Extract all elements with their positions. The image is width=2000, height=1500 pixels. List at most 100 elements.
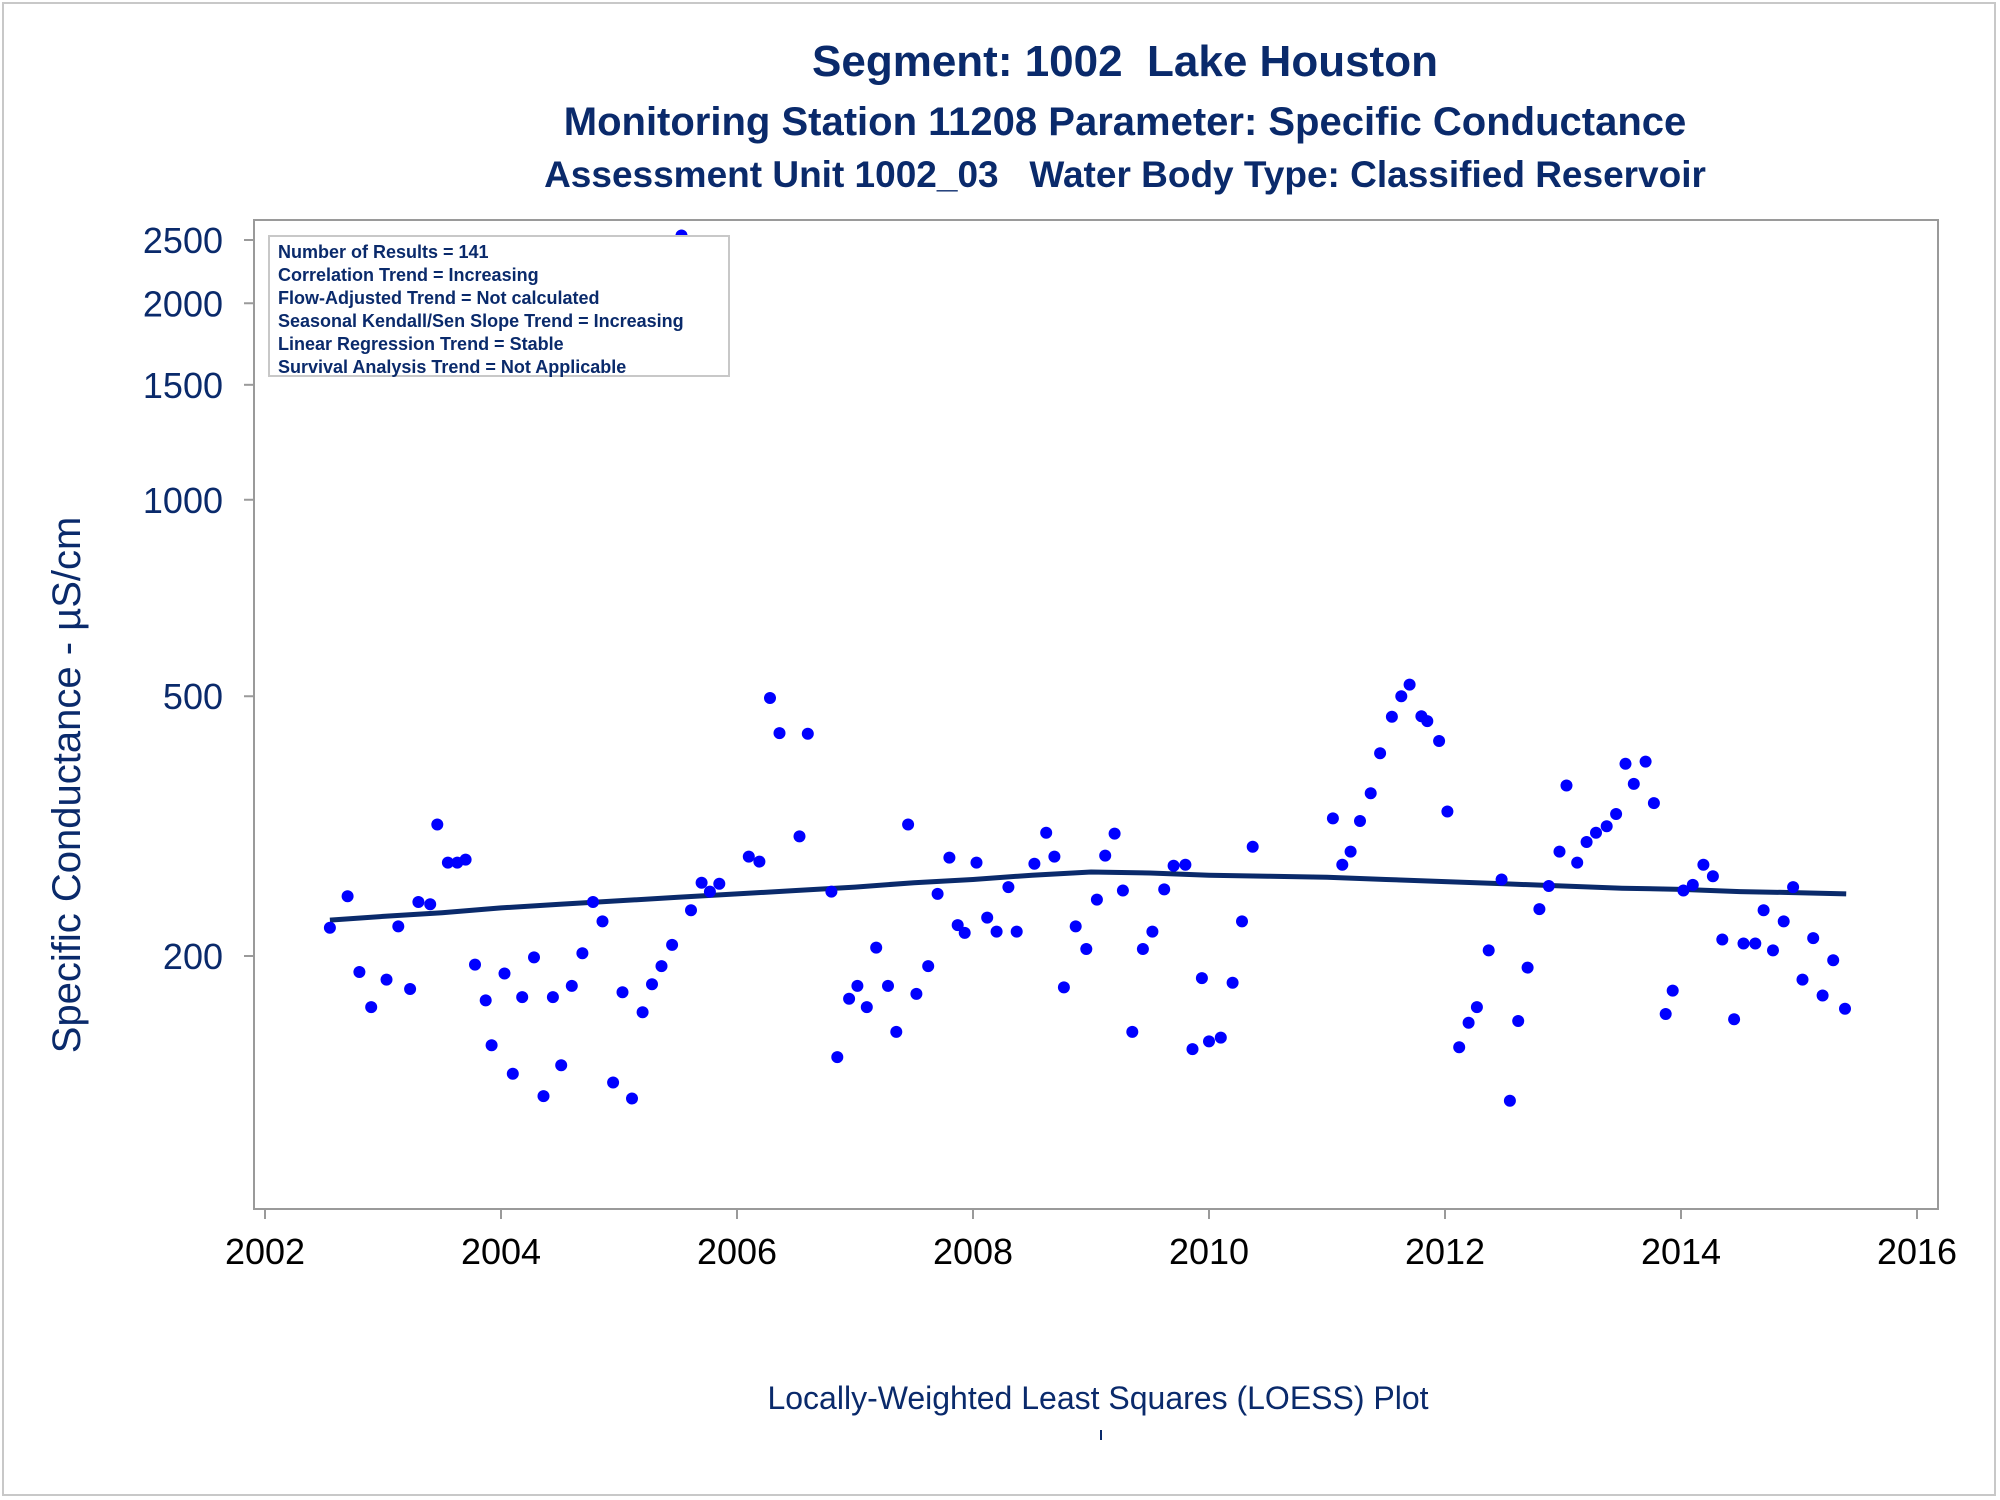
data-point: [555, 1059, 568, 1072]
data-point: [703, 885, 716, 898]
data-point: [1099, 849, 1112, 862]
data-point: [404, 983, 417, 995]
data-point: [1627, 777, 1640, 790]
data-point: [565, 979, 578, 992]
x-tick-label: 2012: [1405, 1231, 1485, 1272]
data-point: [1542, 880, 1555, 892]
data-point: [1048, 850, 1061, 863]
y-tick-label: 1500: [143, 365, 223, 406]
data-point: [1677, 884, 1690, 897]
data-point: [1647, 797, 1660, 810]
chart-title: Segment: 1002 Lake Houston: [812, 37, 1438, 86]
data-point: [646, 978, 658, 991]
stats-line: Linear Regression Trend = Stable: [278, 334, 564, 354]
data-point: [516, 991, 529, 1004]
data-point: [1706, 870, 1719, 883]
data-point: [380, 973, 393, 986]
data-point: [528, 951, 540, 964]
data-point: [1737, 937, 1750, 950]
data-point: [1470, 1001, 1483, 1014]
data-point: [1590, 826, 1602, 839]
data-point: [1395, 690, 1408, 703]
data-point: [1749, 937, 1762, 950]
data-point: [1441, 805, 1454, 818]
data-point: [1600, 820, 1613, 833]
x-tick-label: 2006: [697, 1231, 777, 1272]
y-tick-label: 500: [163, 676, 223, 717]
data-point: [1728, 1013, 1741, 1026]
data-point: [1403, 678, 1416, 691]
data-point: [1354, 815, 1366, 827]
data-point: [1619, 757, 1632, 770]
y-axis-label: Specific Conductance - µS/cm: [45, 517, 89, 1054]
data-point: [970, 856, 983, 869]
data-point: [1002, 881, 1015, 894]
data-point: [587, 896, 599, 908]
data-point: [1553, 845, 1566, 858]
data-point: [1777, 915, 1790, 928]
data-point: [1203, 1035, 1215, 1048]
data-point: [860, 1001, 873, 1014]
data-point: [843, 992, 856, 1005]
data-point: [882, 979, 894, 992]
stats-line: Flow-Adjusted Trend = Not calculated: [278, 288, 600, 308]
x-tick-label: 2014: [1641, 1231, 1721, 1272]
data-point: [1344, 845, 1357, 858]
data-point: [1116, 884, 1129, 897]
data-point: [931, 887, 944, 900]
data-point: [485, 1039, 498, 1052]
data-point: [922, 960, 935, 973]
data-point: [1580, 836, 1593, 848]
data-point: [1666, 984, 1679, 997]
data-point: [951, 919, 964, 932]
data-point: [626, 1092, 638, 1105]
data-point: [353, 966, 366, 978]
y-tick-label: 1000: [143, 480, 223, 521]
data-point: [1179, 858, 1192, 871]
data-point: [1697, 858, 1710, 871]
data-point: [1158, 883, 1171, 896]
data-point: [685, 904, 697, 917]
chart-subtitle-assessment: Assessment Unit 1002_03 Water Body Type:…: [544, 154, 1706, 195]
data-point: [1482, 944, 1495, 957]
data-point: [958, 926, 971, 939]
x-tick-label: 2004: [461, 1231, 541, 1272]
data-point: [773, 727, 786, 740]
data-point: [1126, 1025, 1139, 1038]
data-point: [1512, 1015, 1525, 1027]
footnote-mark: [1100, 1430, 1102, 1440]
x-tick-label: 2010: [1169, 1231, 1249, 1272]
stats-line: Correlation Trend = Increasing: [278, 265, 539, 285]
data-point: [825, 885, 838, 898]
data-point: [1385, 710, 1398, 723]
data-point: [1186, 1043, 1199, 1056]
data-point: [1521, 961, 1534, 974]
data-point: [469, 958, 481, 971]
data-point: [1503, 1094, 1516, 1107]
data-point: [616, 986, 629, 999]
data-point: [596, 915, 609, 928]
x-tick-label: 2016: [1877, 1231, 1957, 1272]
plot-area: [253, 219, 1939, 1210]
data-point: [1028, 857, 1041, 870]
data-point: [1226, 976, 1239, 989]
data-point: [1453, 1041, 1466, 1054]
data-point: [341, 890, 354, 903]
data-point: [1433, 735, 1446, 747]
data-point: [431, 818, 444, 831]
data-point: [1839, 1002, 1851, 1015]
data-point: [1716, 933, 1729, 946]
stats-line: Survival Analysis Trend = Not Applicable: [278, 357, 627, 377]
data-point: [607, 1076, 620, 1089]
data-point: [870, 941, 883, 954]
data-point: [1090, 893, 1103, 906]
stats-line: Number of Results = 141: [278, 242, 489, 262]
data-point: [1136, 943, 1149, 955]
data-point: [943, 851, 956, 864]
data-point: [890, 1025, 903, 1038]
data-point: [1787, 881, 1800, 894]
data-point: [1757, 904, 1770, 917]
data-point: [851, 979, 864, 992]
